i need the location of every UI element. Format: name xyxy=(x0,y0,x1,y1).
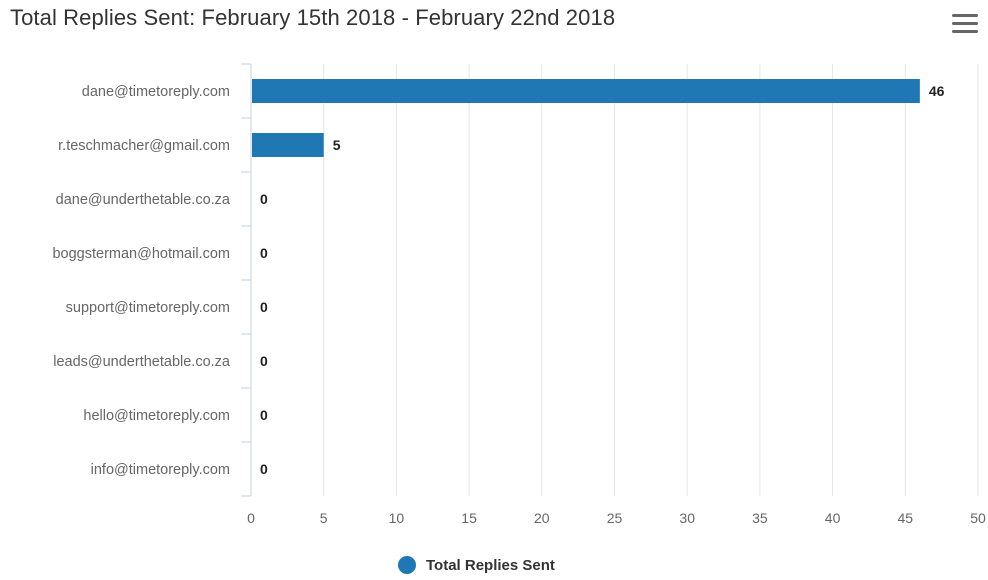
y-tick-label: leads@underthetable.co.za xyxy=(53,354,231,370)
data-label: 0 xyxy=(260,191,268,207)
hamburger-menu-icon[interactable] xyxy=(952,14,978,36)
x-tick-label: 15 xyxy=(461,510,477,526)
data-label: 0 xyxy=(260,407,268,423)
bar-chart: dane@timetoreply.com 46 r.teschmacher@gmai… xyxy=(52,63,986,526)
bar xyxy=(252,79,920,103)
y-tick-label: hello@timetoreply.com xyxy=(83,408,230,424)
y-tick-label: dane@timetoreply.com xyxy=(82,84,230,100)
data-label: 0 xyxy=(260,299,268,315)
x-tick-label: 5 xyxy=(320,510,328,526)
x-tick-label: 20 xyxy=(534,510,550,526)
data-label: 5 xyxy=(333,137,341,153)
x-tick-label: 25 xyxy=(607,510,623,526)
data-label: 0 xyxy=(260,245,268,261)
legend-item[interactable]: Total Replies Sent xyxy=(398,556,555,574)
legend-label: Total Replies Sent xyxy=(426,556,555,574)
x-tick-label: 10 xyxy=(389,510,405,526)
x-tick-label: 50 xyxy=(970,510,986,526)
y-tick-label: dane@underthetable.co.za xyxy=(56,192,231,208)
y-tick-label: info@timetoreply.com xyxy=(91,462,230,478)
legend-marker xyxy=(398,556,416,574)
x-tick-label: 0 xyxy=(247,510,255,526)
chart-title: Total Replies Sent: February 15th 2018 -… xyxy=(10,5,616,30)
x-tick-label: 45 xyxy=(898,510,914,526)
bar xyxy=(252,133,324,157)
data-label: 0 xyxy=(260,461,268,477)
y-tick-label: r.teschmacher@gmail.com xyxy=(58,138,230,154)
data-label: 46 xyxy=(929,83,945,99)
data-label: 0 xyxy=(260,353,268,369)
x-tick-label: 40 xyxy=(825,510,841,526)
y-tick-label: support@timetoreply.com xyxy=(66,300,230,316)
y-tick-label: boggsterman@hotmail.com xyxy=(52,246,230,262)
x-tick-label: 35 xyxy=(752,510,768,526)
x-tick-label: 30 xyxy=(679,510,695,526)
